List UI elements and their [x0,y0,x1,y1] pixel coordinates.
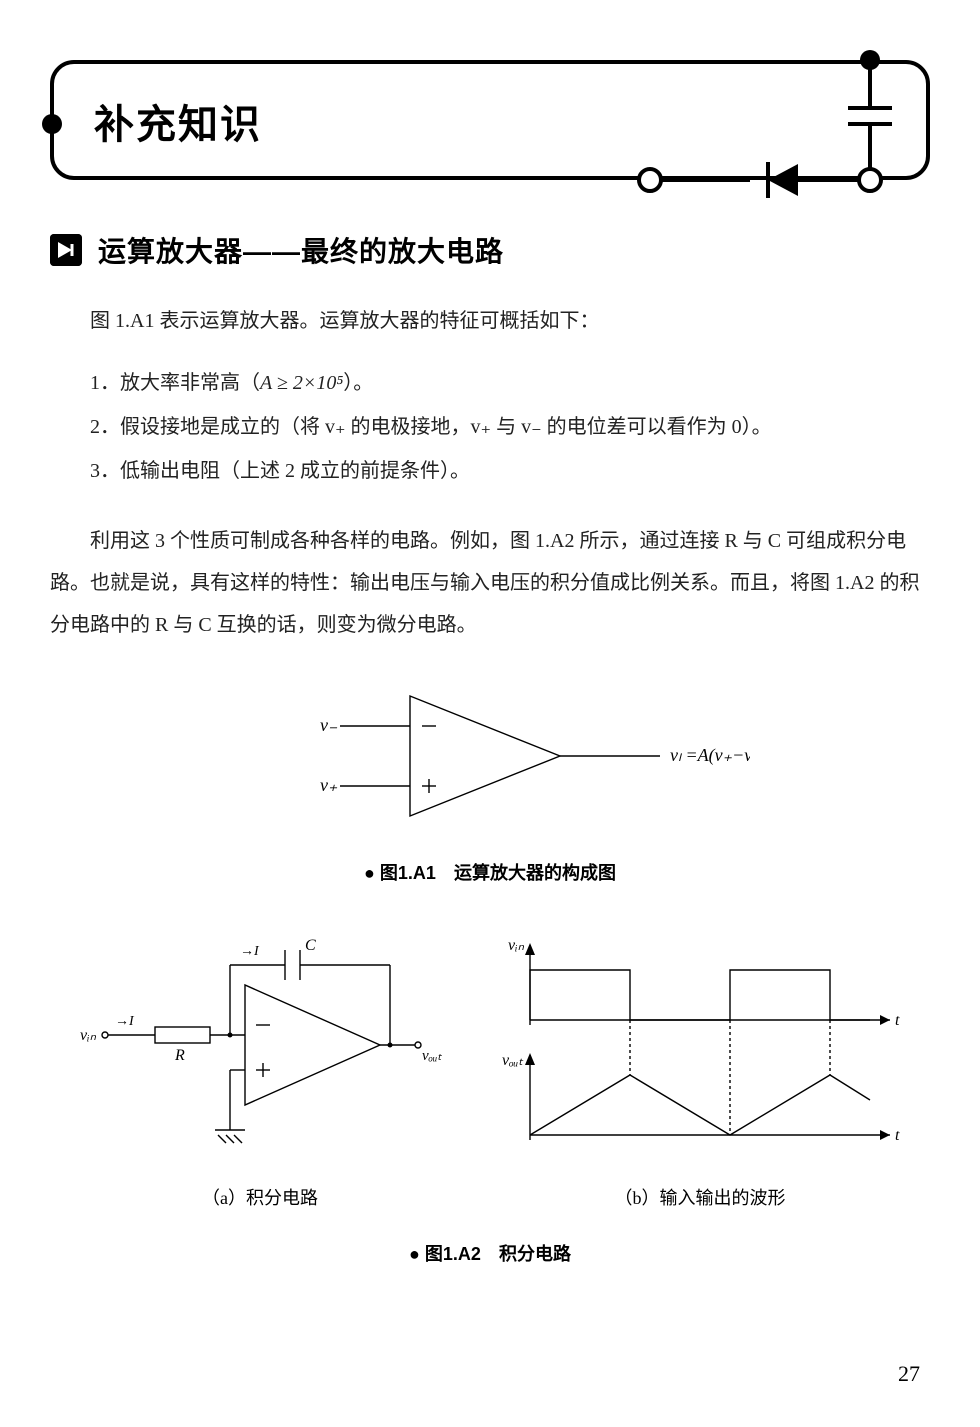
fig-a1-vminus-label: v₋ [320,715,338,735]
figure-a1: v₋ v₊ vₗ =A(v₊−v₋) ● 图1.A1 运算放大器的构成图 [50,676,930,885]
figure-a1-caption: ● 图1.A1 运算放大器的构成图 [50,859,930,885]
list-item-1-math: A ≥ 2×10⁵ [260,372,343,394]
feature-list: 1．放大率非常高（A ≥ 2×10⁵）。 2．假设接地是成立的（将 v₊ 的电极… [90,362,930,492]
waveform-diagram-icon: vᵢₙ t vₒᵤₜ t [490,925,910,1165]
fig-a2-t2-label: t [895,1127,900,1144]
figure-a2-right-caption: （b）输入输出的波形 [490,1184,910,1210]
section-bullet-icon [50,234,82,266]
header-circuit-icon [530,44,930,204]
fig-a2-i1-label: →I [115,1014,135,1029]
fig-a2-vin-label: vᵢₙ [80,1027,97,1044]
header-box: 补充知识 [50,60,930,180]
figure-a2-right: vᵢₙ t vₒᵤₜ t （b）输入输出的波形 [490,925,910,1210]
paragraph-2: 利用这 3 个性质可制成各种各样的电路。例如，图 1.A2 所示，通过连接 R … [50,520,930,646]
fig-a2-vout-label: vₒᵤₜ [422,1048,442,1064]
header-title: 补充知识 [94,92,262,150]
fig-a2-t1-label: t [895,1012,900,1029]
header-dot-left [42,114,62,134]
fig-a2-vin-axis-label: vᵢₙ [508,937,525,954]
list-item-3: 3．低输出电阻（上述 2 成立的前提条件）。 [90,450,930,492]
list-item-1-pre: 1．放大率非常高（ [90,372,260,394]
figure-a2-left: vᵢₙ →I →I R C vₒᵤₜ （a）积分电路 [70,925,450,1210]
list-item-2: 2．假设接地是成立的（将 v₊ 的电极接地，v₊ 与 v₋ 的电位差可以看作为 … [90,406,930,448]
figure-a2-row: vᵢₙ →I →I R C vₒᵤₜ （a）积分电路 [50,925,930,1210]
section-header: 运算放大器——最终的放大电路 [50,230,930,270]
figure-a2-caption: ● 图1.A2 积分电路 [50,1240,930,1266]
fig-a2-vout-axis-label: vₒᵤₜ [502,1052,523,1069]
fig-a2-i2-label: →I [240,944,260,959]
intro-paragraph: 图 1.A1 表示运算放大器。运算放大器的特征可概括如下： [50,300,930,342]
opamp-diagram-icon: v₋ v₊ vₗ =A(v₊−v₋) [230,676,750,836]
integrator-circuit-icon: vᵢₙ →I →I R C vₒᵤₜ [70,925,450,1165]
section-title: 运算放大器——最终的放大电路 [98,230,504,270]
fig-a1-vplus-label: v₊ [320,775,338,795]
fig-a2-r-label: R [174,1047,185,1064]
list-item-1: 1．放大率非常高（A ≥ 2×10⁵）。 [90,362,930,404]
page-number: 27 [898,1361,920,1387]
figure-a2-left-caption: （a）积分电路 [70,1184,450,1210]
figure-a2-main-caption-wrap: ● 图1.A2 积分电路 [50,1240,930,1266]
fig-a1-output-label: vₗ =A(v₊−v₋) [670,745,750,766]
fig-a2-c-label: C [305,937,316,954]
list-item-1-post: ）。 [343,372,373,394]
